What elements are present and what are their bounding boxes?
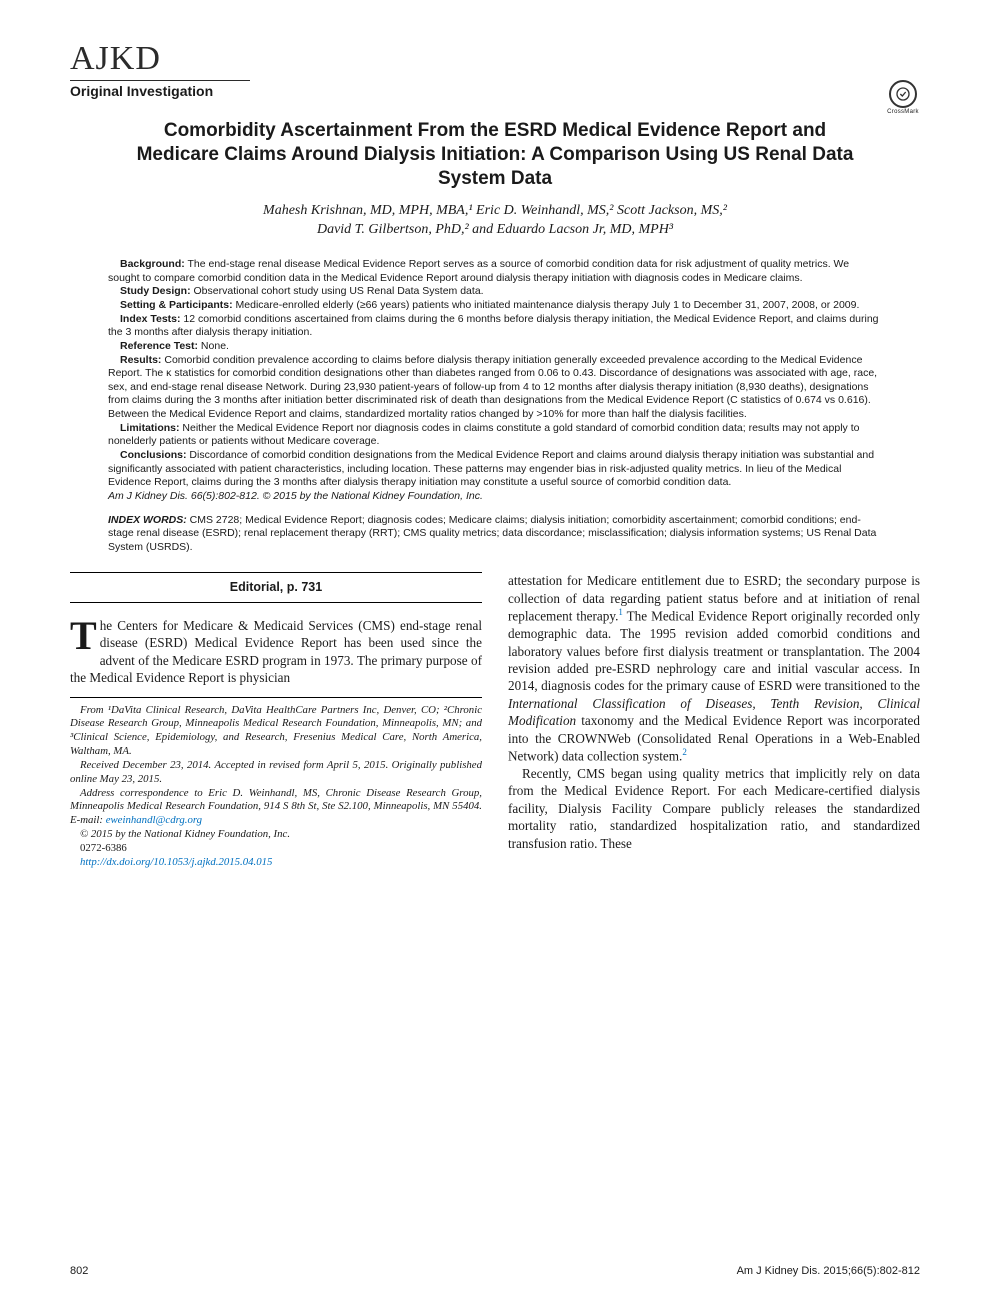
abs-citation: Am J Kidney Dis. 66(5):802-812. © 2015 b…: [108, 490, 882, 504]
abs-bg: The end-stage renal disease Medical Evid…: [108, 258, 849, 284]
abs-limits: Neither the Medical Evidence Report nor …: [108, 422, 859, 448]
body-p1-text: he Centers for Medicare & Medicaid Servi…: [70, 618, 482, 685]
crossmark-label: CrossMark: [886, 109, 920, 115]
index-label: INDEX WORDS:: [108, 514, 187, 526]
fn-from: From ¹DaVita Clinical Research, DaVita H…: [70, 704, 482, 759]
body-columns: Editorial, p. 731 The Centers for Medica…: [70, 572, 920, 869]
right-column: attestation for Medicare entitlement due…: [508, 572, 920, 869]
ref-2[interactable]: 2: [682, 747, 687, 757]
section-label: Original Investigation: [70, 80, 250, 99]
abs-index: 12 comorbid conditions ascertained from …: [108, 313, 879, 339]
abs-results: Comorbid condition prevalence according …: [108, 354, 877, 421]
fn-email-link[interactable]: eweinhandl@cdrg.org: [106, 814, 202, 826]
page-footer: 802 Am J Kidney Dis. 2015;66(5):802-812: [70, 1265, 920, 1277]
abs-ref-label: Reference Test:: [120, 340, 198, 352]
crossmark-badge[interactable]: CrossMark: [886, 80, 920, 120]
journal-header: AJKD Original Investigation: [70, 40, 920, 99]
authors-line2: David T. Gilbertson, PhD,² and Eduardo L…: [317, 222, 673, 237]
abs-limits-label: Limitations:: [120, 422, 180, 434]
abs-ref: None.: [198, 340, 229, 352]
abs-design-label: Study Design:: [120, 285, 191, 297]
page-number: 802: [70, 1265, 88, 1277]
footnotes: From ¹DaVita Clinical Research, DaVita H…: [70, 704, 482, 870]
footnote-rule: [70, 697, 482, 698]
fn-received: Received December 23, 2014. Accepted in …: [70, 759, 482, 787]
body-p3: Recently, CMS began using quality metric…: [508, 765, 920, 852]
fn-doi-link[interactable]: http://dx.doi.org/10.1053/j.ajkd.2015.04…: [80, 856, 272, 868]
index-terms: INDEX WORDS: CMS 2728; Medical Evidence …: [108, 514, 882, 555]
author-list: Mahesh Krishnan, MD, MPH, MBA,¹ Eric D. …: [140, 202, 850, 240]
abs-results-label: Results:: [120, 354, 161, 366]
abs-setting-label: Setting & Participants:: [120, 299, 233, 311]
authors-line1: Mahesh Krishnan, MD, MPH, MBA,¹ Eric D. …: [263, 203, 727, 218]
footer-citation: Am J Kidney Dis. 2015;66(5):802-812: [737, 1265, 920, 1277]
abs-bg-label: Background:: [120, 258, 185, 270]
abs-design: Observational cohort study using US Rena…: [191, 285, 484, 297]
body-p2: attestation for Medicare entitlement due…: [508, 572, 920, 764]
journal-logo: AJKD: [70, 40, 920, 78]
article-title: Comorbidity Ascertainment From the ESRD …: [130, 119, 860, 190]
fn-issn: 0272-6386: [70, 842, 482, 856]
body-p1: The Centers for Medicare & Medicaid Serv…: [70, 617, 482, 687]
fn-address: Address correspondence to Eric D. Weinha…: [70, 787, 482, 828]
left-column: Editorial, p. 731 The Centers for Medica…: [70, 572, 482, 869]
fn-copyright: © 2015 by the National Kidney Foundation…: [70, 828, 482, 842]
abs-conc-label: Conclusions:: [120, 449, 187, 461]
crossmark-icon: [889, 80, 917, 108]
abs-conc: Discordance of comorbid condition design…: [108, 449, 874, 488]
editorial-pointer: Editorial, p. 731: [70, 572, 482, 603]
dropcap: T: [70, 617, 100, 653]
abs-index-label: Index Tests:: [120, 313, 181, 325]
index-text: CMS 2728; Medical Evidence Report; diagn…: [108, 514, 876, 553]
abs-setting: Medicare-enrolled elderly (≥66 years) pa…: [233, 299, 860, 311]
abstract: Background: The end-stage renal disease …: [108, 258, 882, 504]
